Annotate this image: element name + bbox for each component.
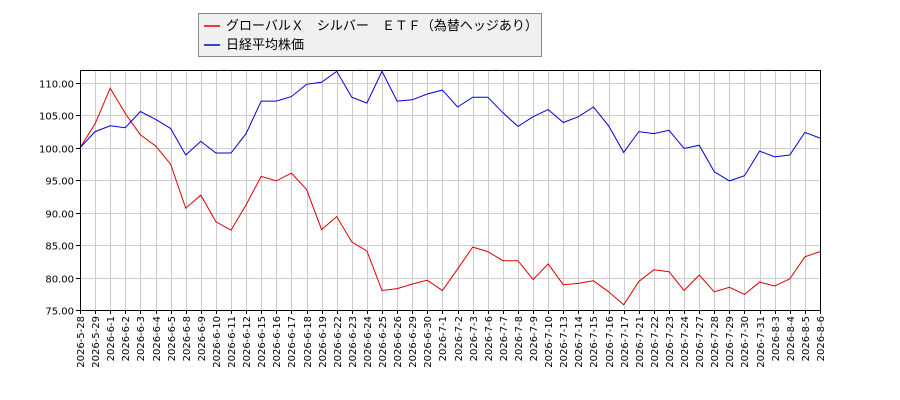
x-tick-label: 2026-6-1 bbox=[106, 316, 117, 361]
x-tick-label: 2026-6-23 bbox=[348, 316, 359, 368]
x-tick-label: 2026-6-17 bbox=[287, 316, 298, 368]
x-tick-label: 2026-7-7 bbox=[499, 316, 510, 361]
legend: グローバルＸ シルバー ＥＴＦ（為替ヘッジあり） 日経平均株価 bbox=[198, 13, 542, 57]
x-tick-label: 2026-7-27 bbox=[695, 316, 706, 368]
x-tick-label: 2026-7-23 bbox=[665, 316, 676, 368]
legend-box bbox=[198, 13, 542, 57]
x-tick-label: 2026-8-3 bbox=[771, 316, 782, 361]
x-tick-label: 2026-7-3 bbox=[469, 316, 480, 361]
series-lines bbox=[79, 70, 821, 306]
y-tick-label: 90.00 bbox=[45, 210, 74, 221]
x-tick-label: 2026-8-6 bbox=[816, 316, 827, 361]
x-tick-label: 2026-6-10 bbox=[212, 316, 223, 368]
x-tick-label: 2026-7-6 bbox=[484, 316, 495, 361]
y-tick-label: 75.00 bbox=[45, 307, 74, 318]
x-tick-label: 2026-6-8 bbox=[182, 316, 193, 361]
grid-lines bbox=[80, 70, 821, 311]
y-tick-label: 110.00 bbox=[39, 80, 74, 91]
x-tick-label: 2026-6-12 bbox=[242, 316, 253, 368]
x-tick-label: 2026-6-3 bbox=[136, 316, 147, 361]
x-tick-label: 2026-8-4 bbox=[786, 316, 797, 361]
plot-area-frame bbox=[80, 70, 821, 311]
x-tick-label: 2026-6-15 bbox=[257, 316, 268, 368]
y-tick-label: 95.00 bbox=[45, 177, 74, 188]
x-tick-label: 2026-7-29 bbox=[725, 316, 736, 368]
x-tick-label: 2026-7-8 bbox=[514, 316, 525, 361]
y-tick-label: 105.00 bbox=[39, 112, 74, 123]
y-axis-ticks: 75.00 80.00 85.00 90.00 95.00 100.00 105.00 110… bbox=[39, 80, 80, 318]
x-tick-label: 2026-8-5 bbox=[801, 316, 812, 361]
x-tick-label: 2026-6-5 bbox=[167, 316, 178, 361]
x-tick-label: 2026-7-13 bbox=[559, 316, 570, 368]
x-tick-label: 2026-7-21 bbox=[635, 316, 646, 368]
x-tick-label: 2026-6-26 bbox=[393, 316, 404, 368]
x-tick-label: 2026-7-14 bbox=[574, 316, 585, 368]
x-tick-label: 2026-5-29 bbox=[91, 316, 102, 368]
x-tick-label: 2026-7-15 bbox=[589, 316, 600, 368]
x-tick-label: 2026-7-22 bbox=[650, 316, 661, 368]
x-tick-label: 2026-6-2 bbox=[121, 316, 132, 361]
x-tick-label: 2026-6-4 bbox=[152, 316, 163, 361]
x-tick-label: 2026-7-24 bbox=[680, 316, 691, 368]
x-tick-label: 2026-7-17 bbox=[620, 316, 631, 368]
legend-label-silver-etf: グローバルＸ シルバー ＥＴＦ（為替ヘッジあり） bbox=[226, 18, 538, 34]
x-tick-label: 2026-7-1 bbox=[438, 316, 449, 361]
x-tick-label: 2026-6-22 bbox=[333, 316, 344, 368]
x-tick-label: 2026-7-9 bbox=[529, 316, 540, 361]
x-tick-label: 2026-6-11 bbox=[227, 316, 238, 368]
x-tick-label: 2026-7-16 bbox=[605, 316, 616, 368]
legend-label-nikkei: 日経平均株価 bbox=[226, 38, 304, 53]
x-tick-label: 2026-6-30 bbox=[423, 316, 434, 368]
x-tick-label: 2026-7-31 bbox=[756, 316, 767, 368]
x-tick-label: 2026-6-24 bbox=[363, 316, 374, 368]
x-tick-label: 2026-7-10 bbox=[544, 316, 555, 368]
x-tick-label: 2026-7-30 bbox=[740, 316, 751, 368]
x-tick-label: 2026-6-18 bbox=[303, 316, 314, 368]
series-line-silver-etf bbox=[79, 87, 821, 306]
x-axis-ticks: 2026-5-28 2026-5-29 2026-6-1 2026-6-2 2026-6… bbox=[76, 310, 827, 368]
y-tick-label: 100.00 bbox=[39, 145, 74, 156]
x-tick-label: 2026-5-28 bbox=[76, 316, 87, 368]
x-tick-label: 2026-7-28 bbox=[710, 316, 721, 368]
y-tick-label: 85.00 bbox=[45, 242, 74, 253]
x-tick-label: 2026-7-2 bbox=[454, 316, 465, 361]
y-tick-label: 80.00 bbox=[45, 275, 74, 286]
series-line-nikkei bbox=[79, 70, 821, 182]
x-tick-label: 2026-6-25 bbox=[378, 316, 389, 368]
x-tick-label: 2026-6-16 bbox=[272, 316, 283, 368]
x-tick-label: 2026-6-9 bbox=[197, 316, 208, 361]
x-tick-label: 2026-6-29 bbox=[408, 316, 419, 368]
x-tick-label: 2026-6-19 bbox=[318, 316, 329, 368]
